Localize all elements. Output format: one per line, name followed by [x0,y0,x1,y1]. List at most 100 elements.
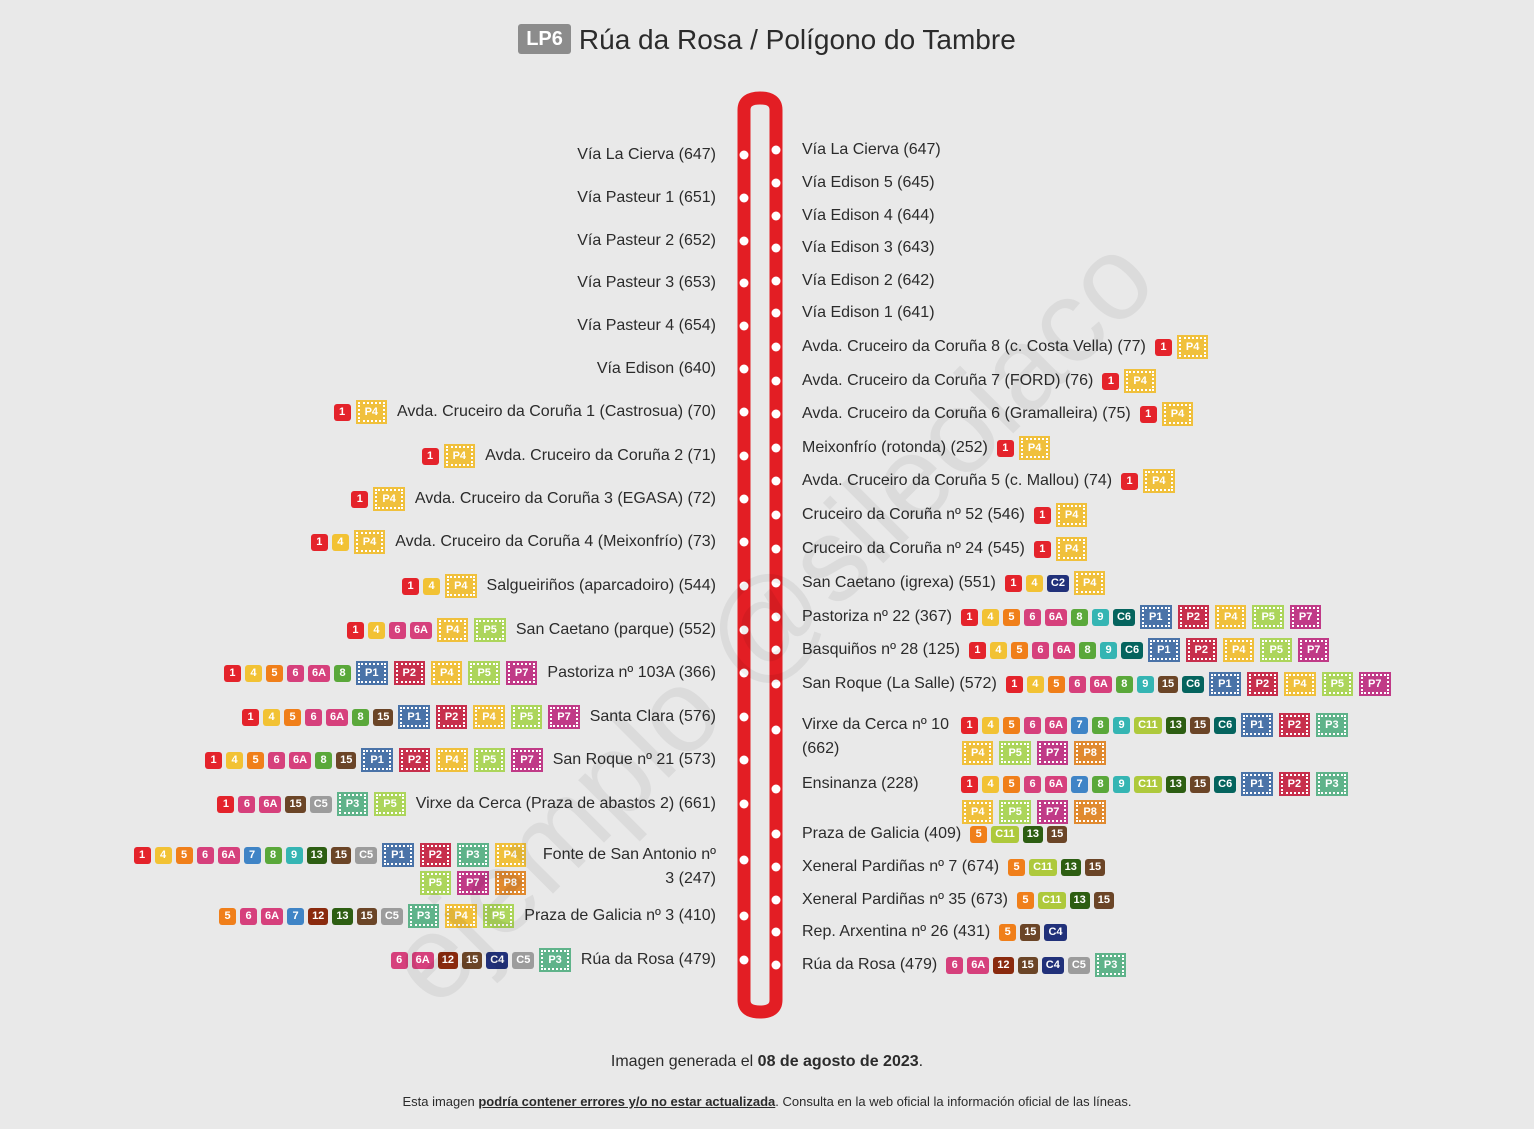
route-badge-5: 5 [265,664,283,682]
stop-name: Fonte de San Antonio nº 3 (247) [542,846,716,887]
route-badge-p3: P3 [407,904,440,928]
route-badge-p4: P4 [1055,503,1088,527]
route-badge-4: 4 [367,621,385,639]
route-badge-1: 1 [1102,372,1120,390]
route-badge-15: 15 [356,907,377,925]
route-badge-5: 5 [284,708,302,726]
stop-dot [771,612,781,622]
route-badge-13: 13 [1022,825,1044,843]
stop-name: Vía Pasteur 3 (653) [577,274,716,291]
stop-right: Rep. Arxentina nº 26 (431) 5 15 C4 [802,920,1067,944]
route-badge-6: 6 [1031,641,1049,659]
stop-dot [771,211,781,221]
stop-name: Santa Clara (576) [589,708,716,725]
route-badge-1: 1 [421,447,439,465]
route-badge-4: 4 [244,664,262,682]
route-badge-p4: P4 [1222,638,1255,662]
stop-dot [739,494,749,504]
route-badge-c5: C5 [512,951,535,969]
route-badge-6: 6 [268,751,286,769]
stop-name: Virxe da Cerca (Praza de abastos 2) (661… [415,795,716,812]
stop-right: Ensinanza (228) 1 4 5 6 6A 7 8 9 C11 13 15 C6 P1 P2 P3 P… [802,772,1381,824]
route-badge-c5: C5 [355,846,378,864]
route-badge-c11: C11 [1134,775,1162,793]
route-badge-6a: 6A [1044,608,1067,626]
route-badge-1: 1 [223,664,241,682]
route-badge-p2: P2 [393,661,426,685]
route-badge-6: 6 [238,795,256,813]
stop-dot [739,364,749,374]
stop-name: Avda. Cruceiro da Coruña 8 (c. Costa Vel… [802,338,1146,355]
route-badge-p4: P4 [443,444,476,468]
route-badge-1: 1 [961,775,978,793]
stop-name: Vía Pasteur 4 (654) [577,317,716,334]
stop-right: Vía Edison 3 (643) [802,236,935,260]
route-badge-1: 1 [351,490,369,508]
route-badge-p7: P7 [1289,605,1322,629]
route-badge-1: 1 [133,846,151,864]
route-badge-9: 9 [1113,775,1131,793]
stop-dot [771,145,781,155]
route-badge-6: 6 [1024,775,1041,793]
route-badge-1: 1 [1033,506,1051,524]
route-badges: 1 4 5 6 6A 7 8 9 C11 13 15 C6 P1 P2 P3 P4 P5 P7 P8 [961,772,1381,824]
track-loop [737,91,783,1019]
stop-left: Vía La Cierva (647) [577,143,716,167]
stop-dot [771,178,781,188]
stop-right: Pastoriza nº 22 (367) 1 4 5 6 6A 8 9 C6 P1 P2 P4 P5 P… [802,605,1322,629]
route-badge-c6: C6 [1121,641,1144,659]
route-badge-6a: 6A [307,664,331,682]
stop-name: San Caetano (parque) (552) [515,621,716,638]
route-badge-6: 6 [946,956,964,974]
disclaimer-note: Esta imagen podría contener errores y/o … [0,1094,1534,1109]
stop-left: 1 4 5 6 6A 7 8 9 13 15 C5 P1 P2 P3 P4 P5 P7 P8 Fonte de Sa… [127,843,716,895]
route-badge-c11: C11 [1037,891,1066,909]
route-badge-6a: 6A [967,956,990,974]
route-badge-c11: C11 [991,825,1019,843]
route-badges: 1 P4 [351,487,405,511]
route-badge-15: 15 [461,951,483,969]
route-badge-p3: P3 [1316,772,1348,796]
stop-name: Rep. Arxentina nº 26 (431) [802,923,991,940]
route-badge-p1: P1 [1209,672,1241,696]
stop-dot [739,150,749,160]
stop-left: 1 4 P4 Avda. Cruceiro da Coruña 4 (Meixonfr… [310,530,716,554]
route-badge-1: 1 [346,621,364,639]
stop-right: Virxe da Cerca nº 10 (662) 1 4 5 6 6A 7 8 9 C11 13… [802,713,1381,765]
stop-left: 1 P4 Avda. Cruceiro da Coruña 3 (EGASA) (7… [351,487,716,511]
route-badges: 1 P4 [421,444,476,468]
route-badge-8: 8 [1079,641,1097,659]
route-badges: 1 P4 [333,400,388,424]
route-badge-6a: 6A [259,795,282,813]
stop-right: Cruceiro da Coruña nº 52 (546) 1 P4 [802,503,1088,527]
route-badge-p1: P1 [1140,605,1172,629]
route-badge-5: 5 [1003,716,1020,734]
route-badge-8: 8 [334,664,352,682]
stop-name: Basquiños nº 28 (125) [802,641,960,658]
route-badge-p4: P4 [436,748,468,772]
route-badge-p2: P2 [419,843,452,867]
route-badge-p4: P4 [1214,605,1247,629]
route-badge-p4: P4 [430,661,463,685]
route-badge-c4: C4 [1041,956,1064,974]
stop-dot [739,321,749,331]
generation-date-line: Imagen generada el 08 de agosto de 2023. [0,1053,1534,1071]
route-badge-9: 9 [1100,641,1118,659]
route-badge-9: 9 [1091,608,1109,626]
stop-dot [771,376,781,386]
stop-dot [739,712,749,722]
stop-dot [739,193,749,203]
stop-dot [771,679,781,689]
note-suffix: . Consulta en la web oficial la informac… [775,1094,1132,1109]
route-badge-p7: P7 [1358,672,1391,696]
stop-name: Cruceiro da Coruña nº 24 (545) [802,540,1025,557]
route-badge-p5: P5 [473,748,506,772]
route-badge-1: 1 [960,608,978,626]
route-badges: 1 P4 [1139,402,1194,426]
route-badge-p5: P5 [999,741,1031,765]
stop-left: 1 P4 Avda. Cruceiro da Coruña 2 (71) [421,444,716,468]
stop-name: Avda. Cruceiro da Coruña 6 (Gramalleira)… [802,405,1131,422]
stop-name: Vía Edison 5 (645) [802,174,935,191]
route-badge-6a: 6A [1089,675,1112,693]
route-badge-6a: 6A [1052,641,1076,659]
